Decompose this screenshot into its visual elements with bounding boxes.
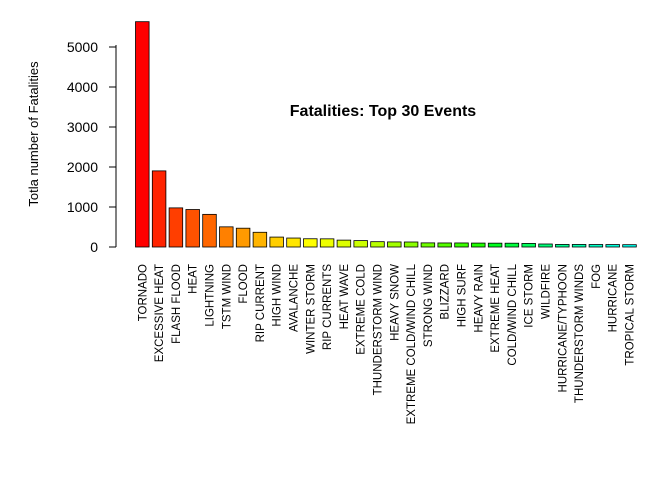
y-tick-label: 2000 (67, 159, 98, 175)
bar-thunderstorm-wind (370, 241, 385, 248)
x-tick-label: AVALANCHE (289, 264, 301, 332)
bar-extreme-cold (353, 240, 368, 248)
x-tick-label: WILDFIRE (541, 264, 553, 319)
y-tick-label: 5000 (67, 39, 98, 55)
bar-wildfire (538, 243, 553, 248)
bar-fog (588, 244, 604, 248)
x-tick-label: LIGHTNING (205, 264, 217, 327)
x-tick-label: HEAVY SNOW (389, 264, 401, 341)
x-tick-label: BLIZZARD (440, 264, 452, 320)
chart-title: Fatalities: Top 30 Events (290, 103, 477, 120)
bar-thunderstorm-winds (571, 244, 587, 248)
bar-winter-storm (303, 238, 318, 248)
y-axis-label: Totla number of Fatalities (26, 61, 41, 207)
bar-lightning (202, 213, 217, 248)
x-tick-label: HEAVY RAIN (473, 264, 485, 333)
bar-hurricane (605, 244, 620, 248)
x-tick-label: HEAT (188, 264, 200, 294)
bar-flood (235, 227, 251, 248)
bar-ice-storm (521, 243, 536, 248)
bar-rip-currents (319, 238, 335, 248)
bar-flash-flood (168, 207, 184, 248)
bar-hurricane-typhoon (555, 244, 570, 248)
y-axis-ticks: 0 1000 2000 3000 4000 5000 (67, 39, 116, 255)
x-tick-label: RIP CURRENT (255, 264, 267, 342)
x-tick-label: FLOOD (238, 264, 250, 304)
bar-rip-current (252, 231, 268, 248)
x-tick-label: EXTREME COLD/WIND CHILL (406, 263, 418, 424)
x-tick-label: THUNDERSTORM WIND (373, 264, 385, 395)
x-tick-label: HIGH SURF (457, 264, 469, 327)
bar-tropical-storm (622, 244, 637, 248)
x-tick-label: TSTM WIND (221, 264, 233, 329)
bar-cold-wind-chill (504, 242, 520, 248)
bar-heavy-snow (387, 241, 402, 248)
x-tick-label: FOG (591, 264, 603, 289)
bar-tornado (135, 21, 150, 248)
x-tick-label: STRONG WIND (423, 264, 435, 347)
x-tick-label: THUNDERSTORM WINDS (574, 264, 586, 403)
bar-heavy-rain (471, 242, 486, 248)
y-tick-label: 0 (90, 239, 98, 255)
y-tick-label: 3000 (67, 119, 98, 135)
x-tick-label: TROPICAL STORM (625, 264, 637, 366)
x-tick-label: HURRICANE/TYPHOON (557, 264, 569, 392)
x-tick-label: HIGH WIND (272, 264, 284, 327)
bars-group (135, 21, 637, 248)
bar-high-surf (454, 242, 469, 248)
x-tick-label: COLD/WIND CHILL (507, 263, 519, 365)
x-tick-label: ICE STORM (524, 264, 536, 328)
bar-avalanche (286, 237, 301, 248)
x-tick-label: HURRICANE (608, 264, 620, 333)
x-axis-labels: TORNADO EXCESSIVE HEAT FLASH FLOOD HEAT LIGH… (137, 263, 636, 424)
bar-blizzard (437, 242, 452, 248)
x-tick-label: HEAT WAVE (339, 264, 351, 330)
y-tick-label: 4000 (67, 79, 98, 95)
bar-extreme-heat (487, 242, 503, 248)
x-tick-label: TORNADO (137, 264, 149, 321)
x-tick-label: EXTREME COLD (356, 264, 368, 355)
y-tick-label: 1000 (67, 199, 98, 215)
bar-heat-wave (336, 239, 352, 248)
bar-excessive-heat (151, 170, 167, 248)
bar-strong-wind (420, 242, 436, 248)
x-tick-label: EXCESSIVE HEAT (154, 264, 166, 362)
bar-tstm-wind (219, 226, 234, 248)
bar-extreme-cold-wind-chill (403, 241, 419, 248)
x-tick-label: WINTER STORM (305, 264, 317, 354)
x-tick-label: FLASH FLOOD (171, 264, 183, 344)
x-tick-label: RIP CURRENTS (322, 264, 334, 350)
x-tick-label: EXTREME HEAT (490, 264, 502, 353)
bar-heat (185, 209, 200, 248)
bar-high-wind (269, 236, 284, 248)
